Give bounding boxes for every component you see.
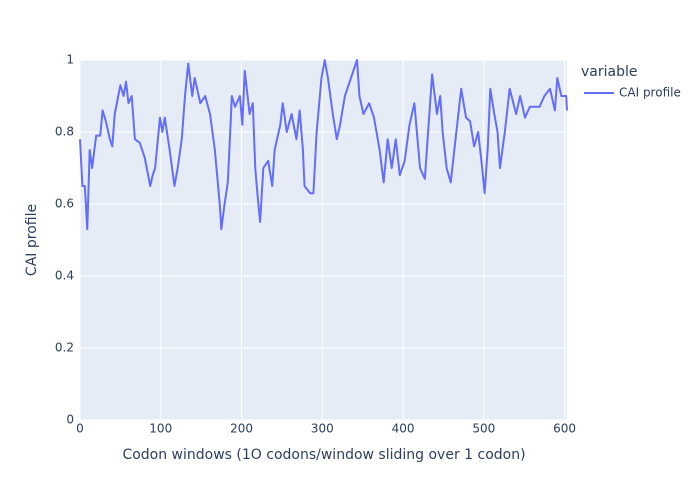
x-tick-label: 100 — [149, 422, 172, 436]
x-tick-label: 500 — [472, 422, 495, 436]
x-tick-label: 200 — [230, 422, 253, 436]
y-tick-label: 0 — [66, 413, 74, 427]
x-tick-label: 0 — [76, 422, 84, 436]
y-tick-label: 0.2 — [55, 341, 74, 355]
y-tick-label: 0.6 — [55, 197, 74, 211]
legend-label: CAI profile — [619, 86, 681, 100]
x-tick-label: 600 — [553, 422, 576, 436]
data-line — [79, 59, 568, 231]
legend-title: variable — [581, 64, 637, 80]
y-axis-title: CAI profile — [24, 204, 40, 276]
y-tick-label: 0.4 — [55, 269, 74, 283]
x-axis-title: Codon windows (1O codons/window sliding … — [122, 447, 525, 463]
y-tick-label: 0.8 — [55, 125, 74, 139]
x-tick-label: 300 — [311, 422, 334, 436]
y-tick-label: 1 — [66, 53, 74, 67]
x-tick-label: 400 — [392, 422, 415, 436]
